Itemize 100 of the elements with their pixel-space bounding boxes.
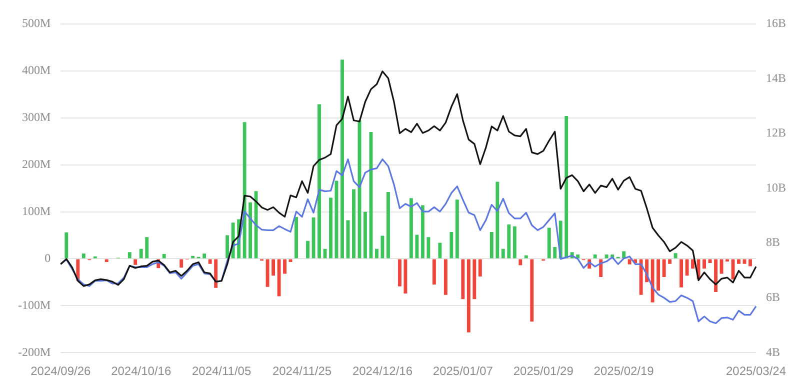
y2-tick-label: 14B — [766, 70, 786, 85]
bar — [426, 237, 430, 258]
y2-tick-label: 6B — [766, 290, 780, 304]
bar — [340, 60, 344, 258]
bar — [438, 242, 442, 258]
bar — [604, 254, 608, 258]
x-tick-label: 2024/11/05 — [192, 364, 252, 378]
bar — [404, 259, 408, 294]
bar — [748, 259, 752, 266]
bar — [564, 116, 568, 258]
bar — [737, 259, 740, 264]
bar — [702, 259, 706, 269]
y2-tick-label: 4B — [766, 344, 780, 359]
bar — [432, 259, 436, 285]
y-tick-label: -200M — [18, 344, 51, 359]
bar — [599, 259, 603, 278]
bar — [162, 254, 166, 258]
bar — [668, 259, 672, 264]
bar — [266, 259, 270, 287]
bar — [82, 254, 86, 258]
bar — [496, 182, 500, 258]
bar — [306, 240, 310, 258]
bar — [352, 189, 356, 258]
bar — [622, 251, 626, 258]
bar — [64, 232, 68, 258]
y-tick-label: 100M — [22, 204, 51, 218]
y-tick-label: -100M — [18, 298, 51, 312]
bar — [478, 259, 482, 277]
bar — [518, 259, 522, 266]
bar — [547, 228, 551, 258]
bar — [139, 248, 143, 258]
bar — [553, 246, 557, 258]
bar — [639, 259, 643, 295]
bar — [501, 248, 505, 258]
bar — [128, 252, 132, 258]
x-tick-label: 2025/01/29 — [513, 364, 574, 378]
bar — [226, 235, 230, 258]
bar — [512, 226, 516, 258]
bar — [714, 259, 718, 292]
bar — [104, 259, 108, 262]
bar — [415, 234, 419, 258]
bar — [708, 259, 712, 263]
bar — [380, 236, 384, 258]
bar — [685, 259, 689, 276]
bar — [272, 259, 276, 276]
y-tick-label: 200M — [22, 156, 51, 171]
bar — [145, 237, 149, 258]
x-tick-label: 2024/10/16 — [111, 364, 172, 378]
x-tick-label: 2024/12/16 — [352, 364, 413, 378]
bar — [593, 254, 597, 258]
x-tick-label: 2025/01/07 — [432, 364, 494, 378]
bar — [444, 259, 448, 295]
bar — [742, 259, 746, 264]
x-tick-label: 2025/03/24 — [726, 364, 786, 378]
bar — [420, 205, 424, 258]
bar — [329, 198, 332, 258]
y-tick-label: 400M — [22, 63, 51, 78]
bar — [283, 259, 287, 274]
bar — [530, 259, 534, 322]
bar — [294, 216, 298, 258]
y2-tick-label: 10B — [766, 180, 786, 194]
bar — [674, 253, 678, 258]
y-tick-label: 0 — [44, 250, 51, 265]
bar — [490, 232, 494, 258]
bar — [650, 259, 654, 302]
bar — [455, 200, 459, 258]
bar — [472, 259, 476, 300]
bar — [409, 198, 413, 258]
y2-tick-label: 8B — [766, 235, 780, 250]
bar — [507, 224, 511, 258]
bar — [364, 212, 367, 258]
x-tick-label: 2025/02/19 — [594, 364, 654, 378]
bar — [180, 259, 184, 268]
bar — [680, 259, 684, 288]
bar — [208, 259, 212, 264]
bar — [691, 259, 695, 269]
bar — [242, 122, 246, 258]
bar — [386, 192, 390, 258]
bar — [288, 259, 292, 262]
bar — [662, 259, 666, 278]
bar — [628, 259, 632, 264]
bar — [214, 259, 218, 288]
bar — [254, 191, 258, 258]
x-tick-label: 2024/09/26 — [30, 364, 92, 378]
bar — [277, 259, 281, 296]
bar — [134, 259, 138, 265]
bar — [248, 202, 252, 258]
bar — [375, 248, 378, 258]
bar — [726, 259, 729, 262]
y-tick-label: 500M — [22, 16, 51, 30]
bar — [398, 259, 402, 286]
y2-tick-label: 12B — [766, 126, 786, 140]
bar — [656, 259, 660, 291]
y2-tick-label: 16B — [766, 16, 786, 30]
bar — [450, 232, 454, 258]
bar — [318, 104, 321, 258]
x-tick-label: 2024/11/25 — [272, 364, 332, 378]
y-tick-label: 300M — [22, 110, 51, 124]
bar — [461, 259, 465, 300]
bar — [466, 259, 470, 332]
